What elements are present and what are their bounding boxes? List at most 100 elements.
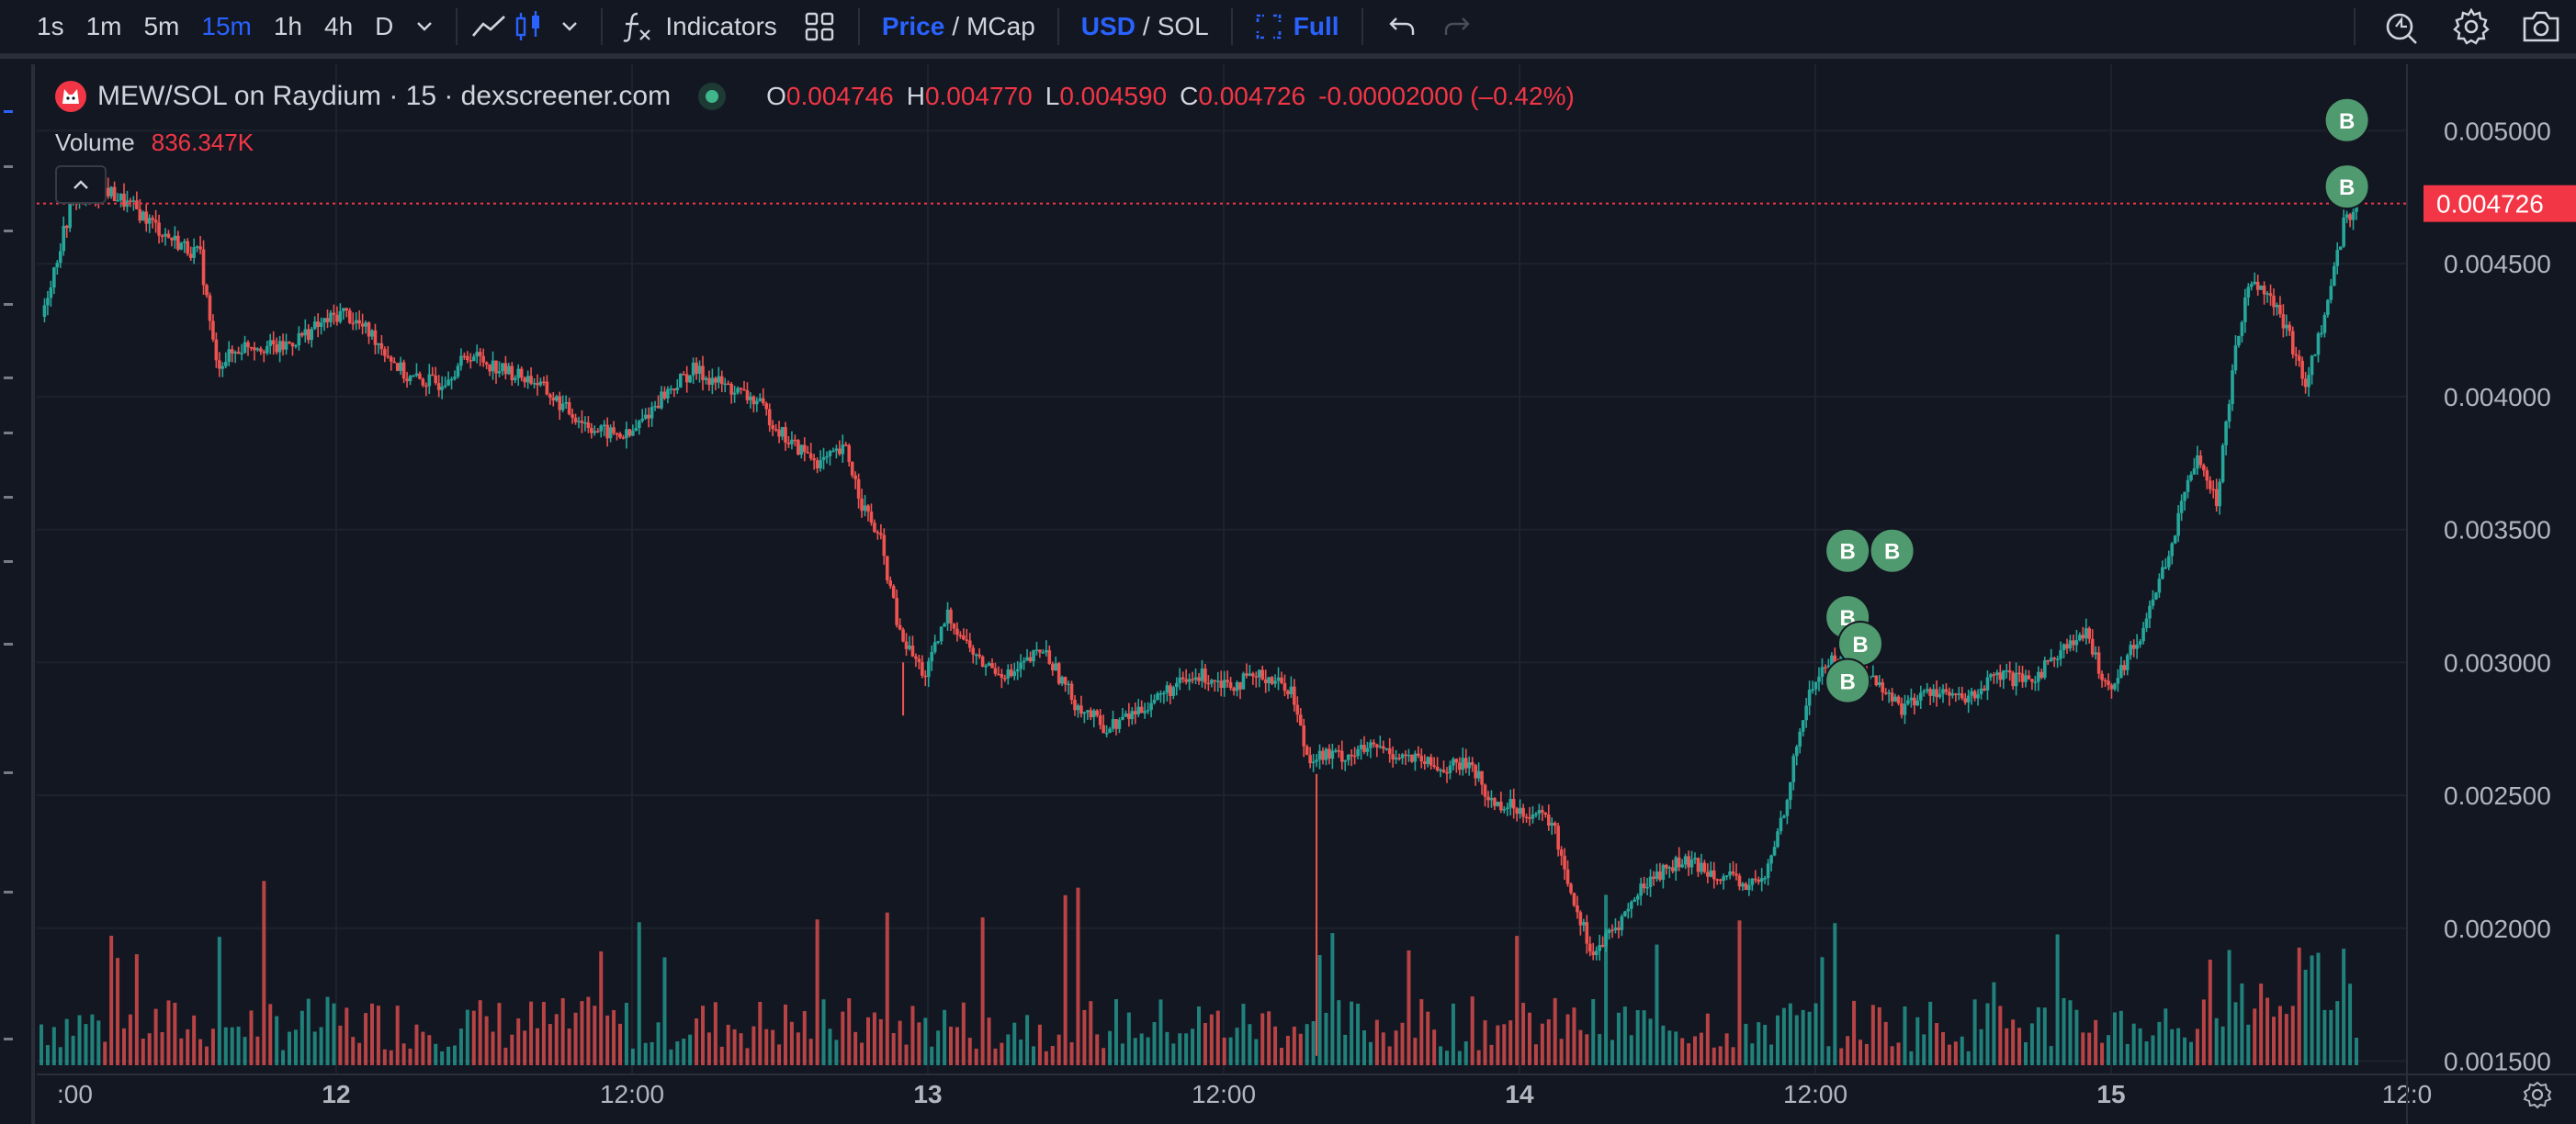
candle-body: [1661, 864, 1666, 881]
interval-1s[interactable]: 1s: [37, 12, 64, 40]
price-mcap-toggle[interactable]: Price / MCap: [871, 1, 1046, 52]
candle-body: [290, 343, 295, 347]
price-option[interactable]: Price: [881, 12, 945, 40]
drawing-tool-mark[interactable]: [4, 771, 13, 774]
candlestick-chart-svg[interactable]: 0.005000 0.004500 0.004000 0.003500 0.003000…: [37, 64, 2576, 1124]
currency-toggle[interactable]: USD / SOL: [1070, 1, 1220, 52]
candle-body: [1372, 742, 1376, 745]
candle-body: [2161, 567, 2164, 579]
interval-selector: 1s 1m 5m 15m 1h 4h D: [26, 1, 404, 52]
candle-body: [2237, 335, 2241, 346]
axis-settings-icon[interactable]: [2519, 1076, 2556, 1113]
interval-1h[interactable]: 1h: [273, 12, 303, 40]
candle-body: [1317, 750, 1322, 760]
quick-search-icon[interactable]: [2367, 1, 2436, 52]
candle-body: [1607, 929, 1611, 934]
last-price-tag: [2423, 185, 2576, 222]
volume-bar: [370, 1003, 374, 1065]
candle-body: [869, 511, 874, 523]
volume-bar: [1343, 1034, 1348, 1065]
chart-type-chevron-icon[interactable]: [549, 1, 590, 52]
volume-bar: [2195, 1028, 2199, 1065]
toolbar-divider: [857, 8, 860, 45]
candle-body: [602, 424, 606, 427]
candle-body: [383, 349, 387, 356]
candle-body: [843, 444, 848, 446]
drawing-tool-mark[interactable]: [4, 303, 13, 306]
candle-body: [2272, 296, 2276, 308]
volume-bar: [2201, 999, 2206, 1065]
candle-body: [2310, 355, 2314, 376]
more-intervals-chevron-icon[interactable]: [404, 1, 445, 52]
candle-body: [2243, 297, 2247, 322]
candle-body: [2342, 217, 2345, 247]
candle-body: [1282, 682, 1287, 691]
drawing-tool-mark[interactable]: [4, 377, 13, 379]
candle-body: [364, 322, 367, 327]
drawing-tool-mark[interactable]: [4, 432, 13, 434]
candle-body: [1776, 831, 1779, 848]
fullscreen-button[interactable]: Full: [1244, 1, 1350, 52]
candle-body: [484, 362, 489, 365]
candle-body: [2011, 672, 2015, 687]
candle-body: [116, 200, 119, 202]
drawing-tool-mark[interactable]: [4, 1038, 13, 1040]
drawing-tool-mark[interactable]: [4, 110, 13, 113]
buy-marker-label: B: [1839, 670, 1855, 695]
candle-body: [691, 362, 695, 376]
candle-body: [2262, 286, 2266, 295]
redo-icon[interactable]: [1429, 1, 1485, 52]
volume-bar: [1400, 1022, 1405, 1065]
candle-body: [1187, 679, 1192, 682]
drawing-tool-mark[interactable]: [4, 165, 13, 168]
interval-4h[interactable]: 4h: [324, 12, 354, 40]
usd-option[interactable]: USD: [1080, 12, 1135, 40]
volume-bar: [2036, 1006, 2040, 1065]
drawing-tool-mark[interactable]: [4, 891, 13, 894]
volume-bar: [2246, 1024, 2251, 1065]
volume-bar: [784, 1004, 787, 1065]
volume-bar: [160, 1031, 164, 1065]
drawing-tool-mark[interactable]: [4, 230, 13, 232]
candle-body: [669, 388, 673, 390]
candle-body: [1741, 883, 1745, 887]
candle-body: [1006, 669, 1011, 679]
candle-body: [2202, 465, 2206, 471]
candle-body: [2288, 324, 2292, 332]
interval-5m[interactable]: 5m: [143, 12, 180, 40]
drawing-tool-mark[interactable]: [4, 643, 13, 646]
volume-bar: [205, 1046, 209, 1065]
undo-icon[interactable]: [1374, 1, 1429, 52]
interval-15m[interactable]: 15m: [201, 12, 252, 40]
line-chart-icon[interactable]: [469, 1, 509, 52]
volume-bar: [656, 1022, 661, 1065]
indicators-button[interactable]: Indicators: [614, 1, 784, 52]
volume-bar: [891, 1032, 896, 1065]
candlestick-chart-icon[interactable]: [509, 1, 549, 52]
symbol-title[interactable]: MEW/SOL on Raydium · 15 · dexscreener.co…: [97, 81, 672, 111]
time-axis-label: 15: [2096, 1080, 2125, 1108]
candle-body: [1508, 799, 1513, 808]
sol-option[interactable]: SOL: [1157, 12, 1209, 40]
candle-body: [1350, 754, 1353, 757]
mcap-option[interactable]: MCap: [966, 12, 1035, 40]
drawing-toolbar-strip[interactable]: [0, 64, 35, 1124]
interval-D[interactable]: D: [375, 12, 394, 40]
volume-bar: [1629, 1035, 1633, 1065]
candle-body: [370, 330, 374, 337]
candle-body: [834, 448, 839, 451]
drawing-tool-mark[interactable]: [4, 496, 13, 499]
volume-bar: [198, 1039, 203, 1065]
volume-bar: [2087, 1032, 2092, 1065]
candle-body: [558, 396, 562, 410]
price-chart[interactable]: 0.005000 0.004500 0.004000 0.003500 0.003000…: [37, 64, 2576, 1124]
collapse-legend-button[interactable]: [55, 165, 107, 204]
volume-bar: [230, 1027, 234, 1065]
volume-bar: [1979, 1028, 1983, 1065]
volume-bar: [1776, 1015, 1779, 1065]
layout-grid-icon[interactable]: [799, 1, 840, 52]
interval-1m[interactable]: 1m: [85, 12, 122, 40]
settings-gear-icon[interactable]: [2436, 1, 2506, 52]
camera-icon[interactable]: [2506, 1, 2576, 52]
drawing-tool-mark[interactable]: [4, 560, 13, 563]
